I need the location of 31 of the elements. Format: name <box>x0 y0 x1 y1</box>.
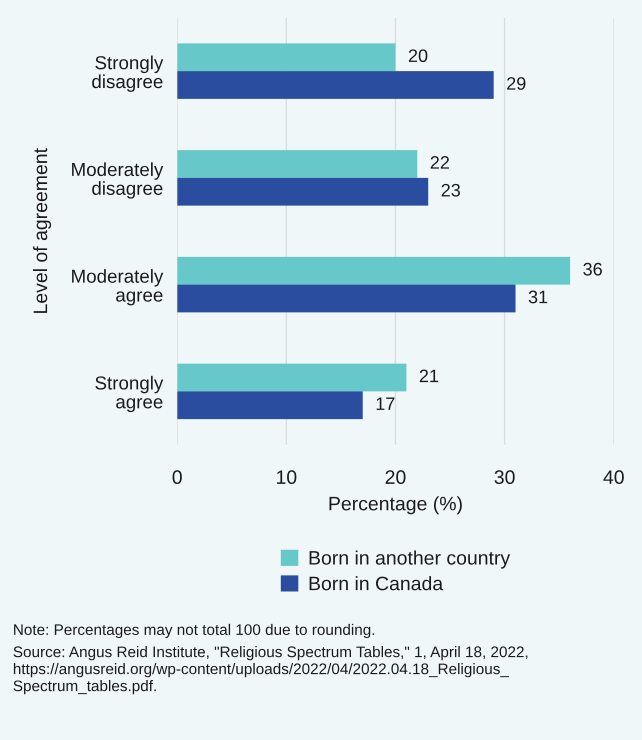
x-tick-label: 20 <box>386 470 406 484</box>
data-label: 23 <box>442 184 460 197</box>
bar <box>177 364 406 392</box>
y-tick-label: Strongly agree <box>95 376 164 412</box>
bar <box>177 284 516 312</box>
y-tick-label: Moderately agree <box>72 269 164 306</box>
bar <box>177 178 428 206</box>
y-tick-label: Strongly disagree <box>92 56 164 92</box>
data-label: 21 <box>420 370 438 382</box>
text: Note: Percentages may not total 100 due to rounding. <box>14 624 374 638</box>
data-label: 17 <box>376 397 394 410</box>
data-label: 36 <box>583 262 602 276</box>
data-label: 20 <box>408 49 428 62</box>
data-label: 22 <box>430 156 449 169</box>
x-tick-label: 0 <box>172 470 182 484</box>
x-tick-label: 30 <box>494 470 515 484</box>
x-axis-title: Percentage (%) <box>330 496 462 514</box>
data-label: 31 <box>528 290 548 304</box>
x-tick-label: 10 <box>277 470 296 484</box>
x-tick-label: 40 <box>603 470 624 484</box>
legend-label: Born in another country <box>310 550 510 569</box>
source-note: Source: Angus Reid Institute, "Religious Spectrum Tables," 1, April 18, 2022, https://angusreid.org/wp-content/uploads/2022/04/2022.04.18_Religious_ Spectrum_tables.pdf. <box>14 646 528 694</box>
legend-label: Born in Canada <box>310 576 444 590</box>
bar <box>177 256 570 285</box>
bar <box>177 150 418 178</box>
y-axis-title: Level of agreement <box>32 148 52 313</box>
bar <box>177 43 396 72</box>
bar <box>177 391 363 420</box>
data-label: 29 <box>507 77 526 90</box>
bar <box>177 71 494 99</box>
y-tick-label: Moderately disagree <box>72 162 164 199</box>
